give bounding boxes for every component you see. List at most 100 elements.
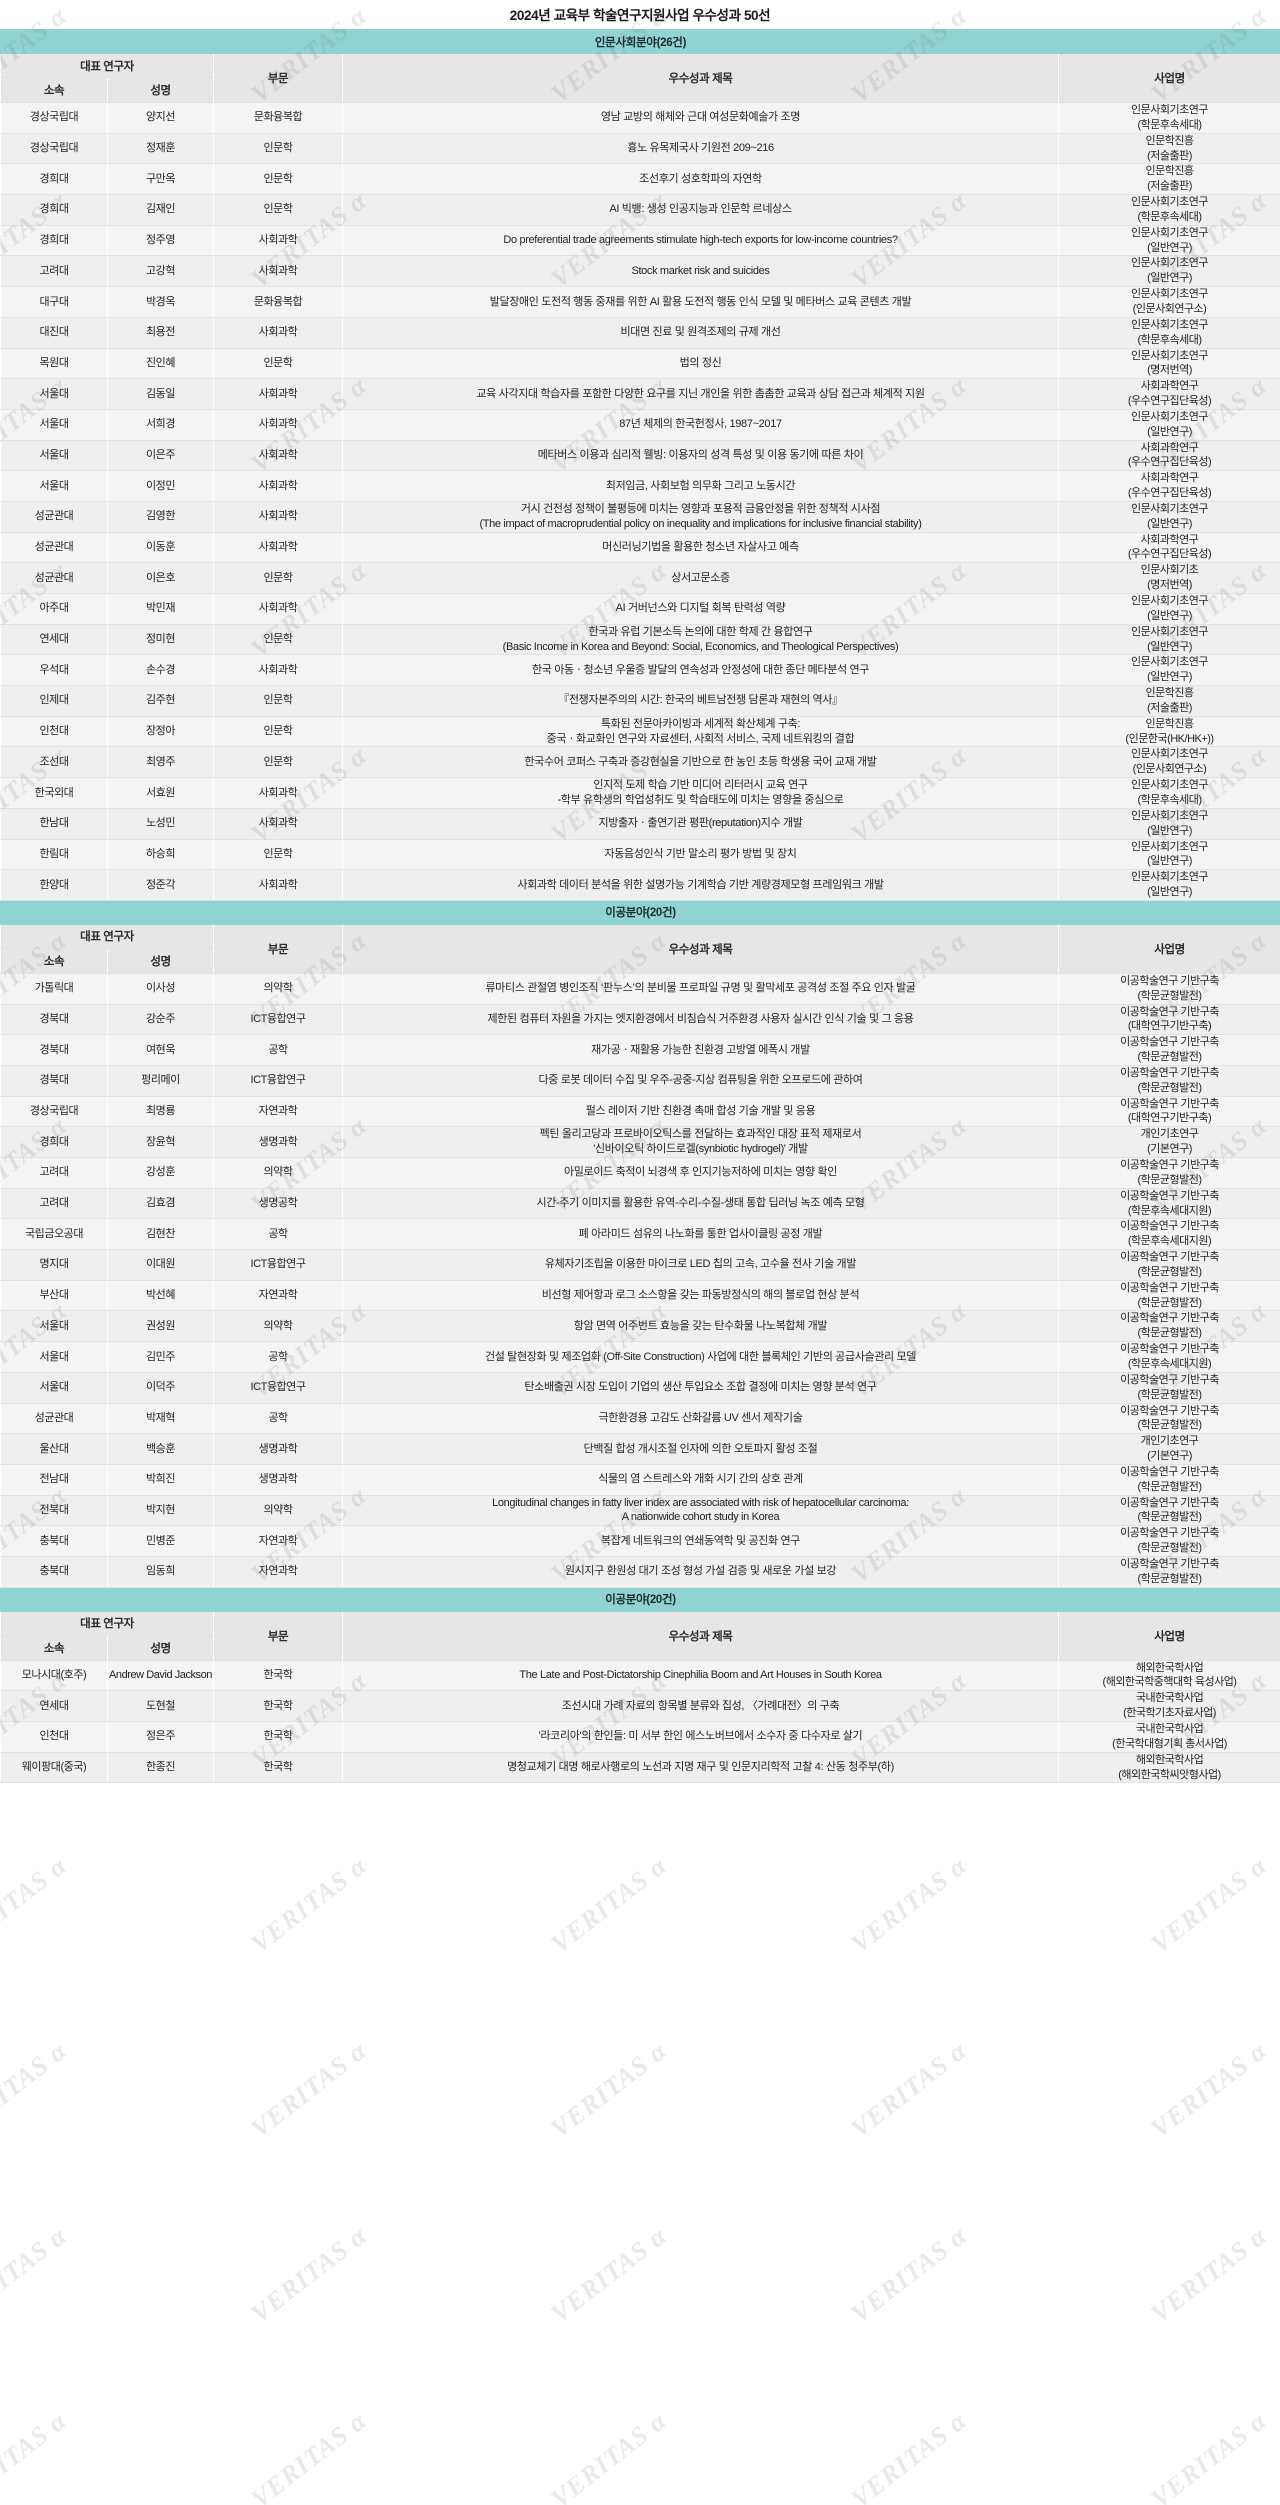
cell-title: 탄소배출권 시장 도입이 기업의 생산 투입요소 조합 결정에 미치는 영향 분… (342, 1371, 1059, 1404)
header-affiliation: 소속 (0, 1634, 108, 1661)
cell-name: 장정아 (107, 715, 214, 748)
section-band: 이공분야(20건) (0, 899, 1280, 925)
cell-business-line2: (해외한국학중핵대학 육성사업) (1102, 1676, 1237, 1689)
cell-name: 김동일 (107, 378, 214, 410)
cell-affiliation: 목원대 (0, 347, 108, 380)
cell-title: 건설 탈현장화 및 제조업화 (Off-Site Construction) 사… (342, 1341, 1059, 1373)
cell-field: 인문학 (213, 838, 343, 871)
cell-name: 임동희 (107, 1555, 214, 1588)
header-field: 부문 (213, 1610, 343, 1661)
cell-affiliation: 고려대 (0, 1157, 108, 1189)
cell-affiliation: 모나시대(호주) (0, 1659, 108, 1692)
table-row: 서울대 김동일 사회과학 교육 사각지대 학습자를 포함한 다양한 요구를 지닌 개인… (0, 378, 1280, 410)
table-row: 충북대 민병준 자연과학 복잡계 네트워크의 연쇄동역학 및 공진화 연구 이공학술연구… (0, 1525, 1280, 1557)
table-row: 모나시대(호주) Andrew David Jackson 한국학 The Late … (0, 1659, 1280, 1692)
cell-affiliation: 성균관대 (0, 1402, 108, 1435)
table-row: 울산대 백승훈 생명과학 단백질 합성 개시조절 인자에 의한 오토파지 활성 조절 개… (0, 1433, 1280, 1465)
cell-affiliation: 부산대 (0, 1279, 108, 1312)
cell-title-line1: 『전쟁자본주의의 시간: 한국의 베트남전쟁 담론과 재현의 역사』 (558, 694, 843, 707)
cell-affiliation: 전북대 (0, 1494, 108, 1527)
cell-business: 인문사회기초연구 (인문사회연구소) (1057, 286, 1280, 318)
cell-name: 하승희 (107, 838, 214, 871)
cell-business-line2: (학문후속세대) (1137, 210, 1202, 223)
cell-title-line1: 시간-주기 이미지를 활용한 유역-수리-수질-생태 통합 딥러닝 녹조 예측 … (536, 1197, 865, 1210)
cell-title: 법의 정신 (342, 347, 1059, 380)
cell-business-line2: (한국학대형기획 총서사업) (1112, 1737, 1227, 1750)
cell-business-line1: 인문사회기초연구 (1131, 871, 1208, 884)
cell-name: 김재인 (107, 194, 214, 226)
table-row: 서울대 권성원 의약학 항암 면역 어주번트 효능을 갖는 탄수화물 나노복합체 개발… (0, 1310, 1280, 1343)
cell-field: 의약학 (213, 1494, 343, 1527)
cell-business: 이공학술연구 기반구축 (학문균형발전) (1057, 1494, 1280, 1527)
cell-field: 인문학 (213, 685, 343, 717)
table-row: 한국외대 서효원 사회과학 인지적 도제 학습 기반 미디어 리터러시 교육 연구 -학… (0, 777, 1280, 809)
cell-business: 인문사회기초연구 (일반연구) (1057, 869, 1280, 901)
cell-business-line2: (해외한국학씨앗형사업) (1118, 1768, 1221, 1781)
cell-affiliation: 아주대 (0, 593, 108, 625)
cell-name: 펑리메이 (107, 1064, 214, 1097)
cell-title-line1: 명청교체기 대명 해로사행로의 노선과 지명 재구 및 인문지리학적 고찰 4:… (507, 1761, 894, 1774)
table-row: 경희대 김재인 인문학 AI 빅뱅: 생성 인공지능과 인문학 르네상스 인문사회기초연… (0, 194, 1280, 226)
table-row: 한양대 정준각 사회과학 사회과학 데이터 분석을 위한 설명가능 기계학습 기반 계… (0, 869, 1280, 901)
table-row: 인천대 정은주 한국학 '라코리아'의 한인들: 미 서부 한인 에스노버브에서 소수… (0, 1721, 1280, 1753)
cell-business: 이공학술연구 기반구축 (학문균형발전) (1057, 972, 1280, 1005)
cell-title-line1: 식물의 염 스트레스와 개화 시기 간의 상호 관계 (598, 1473, 803, 1486)
cell-business-line2: (저술출판) (1147, 149, 1192, 162)
table-row: 경상국립대 최명룡 자연과학 펄스 레이저 기반 친환경 촉매 합성 기술 개발 및 … (0, 1095, 1280, 1128)
cell-business-line2: (우수연구집단육성) (1127, 487, 1212, 500)
cell-business-line1: 인문사회기초연구 (1131, 226, 1208, 239)
cell-title: 폐 아라미드 섬유의 나노화를 통한 업사이클링 공정 개발 (342, 1218, 1059, 1251)
cell-title: 복잡계 네트워크의 연쇄동역학 및 공진화 연구 (342, 1525, 1059, 1557)
cell-business: 개인기초연구 (기본연구) (1057, 1433, 1280, 1465)
cell-affiliation: 연세대 (0, 623, 108, 656)
cell-business-line1: 이공학술연구 기반구축 (1120, 1343, 1219, 1356)
cell-business-line2: (우수연구집단육성) (1127, 456, 1212, 469)
header-name: 성명 (107, 1634, 214, 1661)
cell-business-line1: 인문사회기초연구 (1131, 840, 1208, 853)
cell-name: 이사성 (107, 972, 214, 1005)
results-table-host: 인문사회분야(26건) 대표 연구자 부문 우수성과 제목 사업명 소속 성명 경상국립대 양지… (0, 29, 1280, 1784)
cell-name: 이정민 (107, 470, 214, 502)
cell-business: 인문사회기초연구 (일반연구) (1057, 654, 1280, 687)
cell-business: 인문사회기초연구 (일반연구) (1057, 807, 1280, 840)
cell-field: 자연과학 (213, 1525, 343, 1557)
cell-title: 한국수어 코퍼스 구축과 증강현실을 기반으로 한 농인 초등 학생용 국어 교… (342, 746, 1059, 779)
cell-name: 도현철 (107, 1690, 214, 1722)
cell-field: 사회과학 (213, 500, 343, 533)
cell-affiliation: 경북대 (0, 1003, 108, 1036)
cell-title: Stock market risk and suicides (342, 255, 1059, 288)
cell-business: 이공학술연구 기반구축 (학문후속세대지원) (1057, 1341, 1280, 1373)
cell-business: 이공학술연구 기반구축 (학문균형발전) (1057, 1555, 1280, 1588)
cell-business-line2: (학문후속세대지원) (1127, 1357, 1212, 1370)
cell-name: 이은호 (107, 562, 214, 594)
section-band-label: 이공분야(20건) (0, 899, 1280, 925)
cell-business-line2: (일반연구) (1147, 824, 1192, 837)
watermark-text: VERITAS α (245, 2220, 373, 2329)
cell-business-line2: (일반연구) (1147, 671, 1192, 684)
cell-business: 인문사회기초연구 (인문사회연구소) (1057, 746, 1280, 779)
cell-affiliation: 서울대 (0, 470, 108, 502)
cell-business: 인문사회기초연구 (학문후속세대) (1057, 777, 1280, 809)
cell-field: ICT융합연구 (213, 1064, 343, 1097)
cell-business-line1: 이공학술연구 기반구축 (1120, 1189, 1219, 1202)
cell-business-line1: 인문사회기초연구 (1131, 410, 1208, 423)
cell-business-line1: 인문사회기초연구 (1131, 809, 1208, 822)
cell-title-line1: 류마티스 관절염 병인조직 ‘판누스’의 분비물 프로파일 규명 및 활막세포 … (485, 982, 916, 995)
cell-affiliation: 고려대 (0, 255, 108, 288)
cell-affiliation: 서울대 (0, 378, 108, 410)
cell-title: 인지적 도제 학습 기반 미디어 리터러시 교육 연구 -학부 유학생의 학업성취… (342, 777, 1059, 809)
cell-business-line1: 인문사회기초연구 (1131, 196, 1208, 209)
cell-title-line1: 조선시대 가례 자료의 항목별 분류와 집성, 〈가례대전〉의 구축 (561, 1699, 840, 1712)
cell-name: 장윤혁 (107, 1126, 214, 1158)
cell-title: 한국 아동ㆍ청소년 우울증 발달의 연속성과 안정성에 대한 종단 메타분석 연… (342, 654, 1059, 687)
cell-name: 양지선 (107, 102, 214, 134)
cell-business-line2: (학문후속세대지원) (1127, 1204, 1212, 1217)
table-row: 성균관대 박재혁 공학 극한환경용 고감도 산화갈륨 UV 센서 제작기술 이공학술연구… (0, 1402, 1280, 1435)
cell-name: 김민주 (107, 1341, 214, 1373)
cell-business-line2: (학문균형발전) (1137, 1051, 1202, 1064)
cell-business: 인문사회기초연구 (학문후속세대) (1057, 316, 1280, 349)
cell-business-line1: 인문사회기초연구 (1131, 502, 1208, 515)
cell-name: 정은주 (107, 1721, 214, 1753)
cell-affiliation: 대진대 (0, 316, 108, 349)
watermark-text: VERITAS α (845, 2035, 973, 2144)
